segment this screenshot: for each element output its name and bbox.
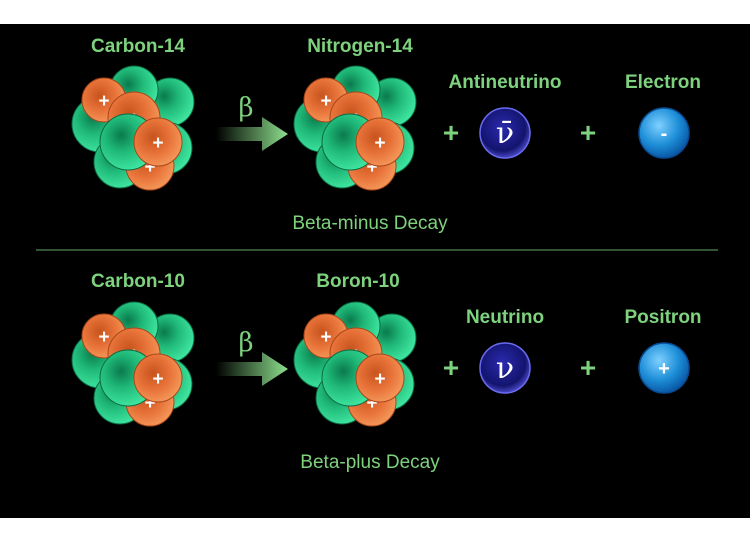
electron-symbol: - (661, 123, 668, 145)
proton-plus-mark: + (152, 133, 163, 154)
positron-label: Positron (624, 307, 701, 328)
proton-ball (133, 353, 183, 403)
proton-ball (355, 353, 405, 403)
beta-symbol: β (238, 328, 253, 358)
beta-symbol: β (238, 93, 253, 123)
antineutrino-label: Antineutrino (449, 72, 562, 93)
proton-plus-mark: + (98, 91, 109, 112)
plus-sign: + (580, 352, 596, 383)
proton-plus-mark: + (374, 369, 385, 390)
electron-icon (638, 107, 690, 159)
plus-sign: + (580, 117, 596, 148)
decay-diagram: Carbon-14 + + + + β Nitrogen-14 + + + + + Anti… (36, 36, 718, 473)
plus-sign: + (443, 117, 459, 148)
proton-plus-mark: + (366, 157, 377, 178)
plus-sign: + (443, 352, 459, 383)
carbon-10-nucleus: ++++ (71, 301, 195, 427)
arrow-right-icon (216, 352, 288, 386)
parent-label: Carbon-10 (91, 271, 185, 292)
electron-label: Electron (625, 72, 701, 93)
nitrogen-14-nucleus: ++++ (293, 65, 417, 191)
neutrino-icon (479, 342, 531, 394)
proton-ball (133, 117, 183, 167)
positron-icon (638, 342, 690, 394)
proton-plus-mark: + (366, 393, 377, 414)
daughter-label: Nitrogen-14 (307, 36, 413, 57)
carbon-14-nucleus: ++++ (71, 65, 195, 191)
proton-plus-mark: + (152, 369, 163, 390)
proton-plus-mark: + (374, 133, 385, 154)
neutrino-symbol: ν (496, 351, 514, 386)
diagram-canvas: Carbon-14 + + + + β Nitrogen-14 + + + + + Anti… (0, 24, 750, 518)
arrow-right-icon (216, 117, 288, 151)
proton-plus-mark: + (320, 91, 331, 112)
proton-plus-mark: + (320, 327, 331, 348)
proton-plus-mark: + (144, 393, 155, 414)
antineutrino-symbol: ν̄ (496, 116, 514, 151)
proton-plus-mark: + (144, 157, 155, 178)
parent-label: Carbon-14 (91, 36, 185, 57)
proton-ball (355, 117, 405, 167)
proton-plus-mark: + (98, 327, 109, 348)
beta-minus-caption: Beta-minus Decay (292, 213, 448, 234)
positron-symbol: + (658, 358, 670, 380)
boron-10-nucleus: ++++ (293, 301, 417, 427)
beta-plus-caption: Beta-plus Decay (300, 452, 440, 473)
daughter-label: Boron-10 (316, 271, 399, 292)
neutrino-label: Neutrino (466, 307, 544, 328)
antineutrino-icon (479, 107, 531, 159)
